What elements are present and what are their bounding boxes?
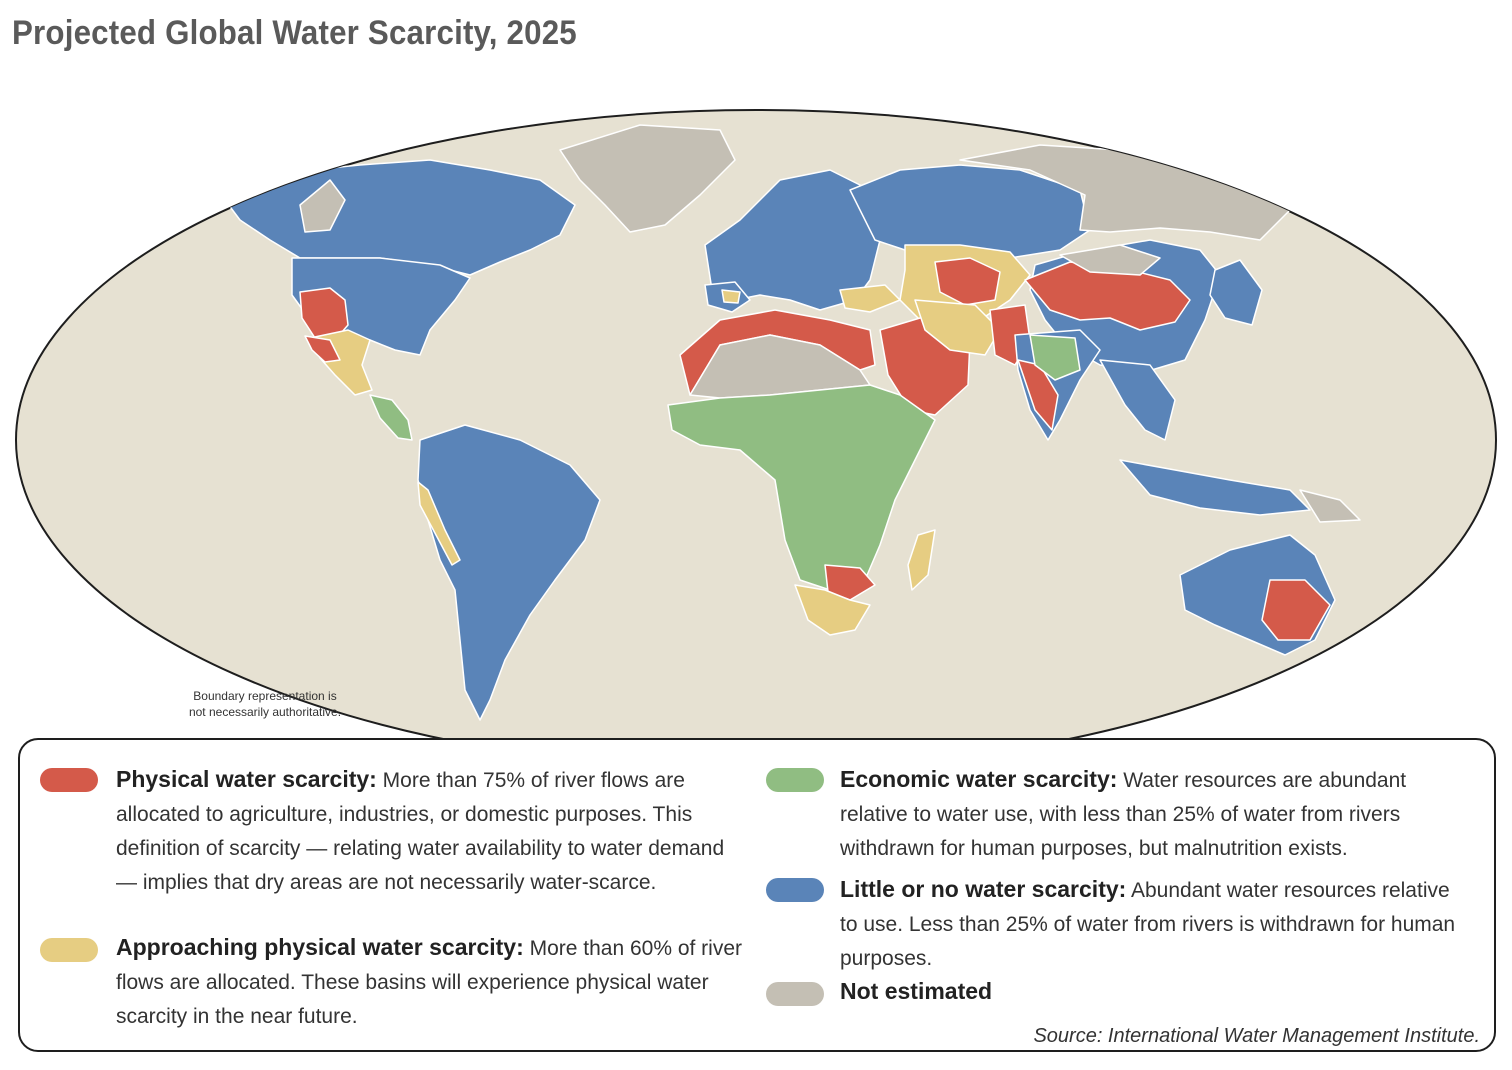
- legend-item-economic: Economic water scarcity: Water resources…: [840, 762, 1460, 866]
- swatch-approaching: [40, 938, 98, 962]
- legend-item-not-estimated: Not estimated: [840, 974, 1460, 1010]
- region-central-america: [369, 394, 413, 441]
- region-southeast-asia: [1099, 359, 1176, 441]
- region-greenland: [559, 124, 736, 233]
- legend-label-little: Little or no water scarcity:: [840, 876, 1127, 902]
- region-canada-north: [299, 179, 346, 233]
- region-southern-africa-physical: [824, 564, 876, 601]
- region-madagascar: [907, 529, 936, 591]
- source-citation: Source: International Water Management I…: [1033, 1025, 1480, 1047]
- legend-label-physical: Physical water scarcity:: [116, 766, 377, 792]
- region-korea-japan: [1209, 259, 1263, 326]
- world-map: [15, 109, 1497, 760]
- legend-label-approaching: Approaching physical water scarcity:: [116, 934, 524, 960]
- region-indonesia: [1119, 459, 1311, 516]
- region-sub-saharan-africa: [667, 384, 936, 591]
- legend-label-not-estimated: Not estimated: [840, 978, 993, 1004]
- legend-label-economic: Economic water scarcity:: [840, 766, 1118, 792]
- region-spain-approaching: [721, 289, 741, 304]
- region-australia-southeast: [1261, 579, 1331, 641]
- legend-item-approaching: Approaching physical water scarcity: Mor…: [116, 930, 746, 1034]
- region-peru-chile-coast: [417, 481, 461, 566]
- swatch-not-estimated: [766, 982, 824, 1006]
- legend-text-economic: Water resources are abundant relative to…: [840, 769, 1407, 860]
- region-turkey: [839, 284, 901, 313]
- legend-text-physical: More than 75% of river flows are allocat…: [116, 769, 725, 894]
- boundary-note: Boundary representation is not necessari…: [150, 688, 380, 720]
- region-south-america: [417, 424, 601, 721]
- region-india-economic: [1029, 334, 1081, 381]
- legend-item-physical: Physical water scarcity: More than 75% o…: [116, 762, 746, 900]
- boundary-note-line-1: Boundary representation is: [193, 689, 337, 703]
- region-central-asia-physical: [934, 257, 1001, 306]
- region-mexico-northwest: [304, 335, 341, 363]
- region-new-zealand: [1354, 639, 1396, 701]
- boundary-note-line-2: not necessarily authoritative.: [188, 705, 342, 719]
- swatch-economic: [766, 768, 824, 792]
- legend-item-little: Little or no water scarcity: Abundant wa…: [840, 872, 1460, 976]
- region-south-africa: [794, 584, 871, 636]
- legend-text-approaching: More than 60% of river flows are allocat…: [116, 937, 743, 1028]
- region-iran: [914, 299, 1001, 356]
- region-mongolia: [1059, 244, 1161, 276]
- legend-text-little: Abundant water resources relative to use…: [840, 879, 1456, 970]
- map-title: Projected Global Water Scarcity, 2025: [12, 14, 577, 52]
- legend: Physical water scarcity: More than 75% o…: [18, 738, 1496, 1052]
- region-new-guinea: [1299, 489, 1361, 523]
- swatch-little: [766, 878, 824, 902]
- region-canada: [224, 159, 576, 276]
- region-russia: [849, 164, 1091, 259]
- swatch-physical: [40, 768, 98, 792]
